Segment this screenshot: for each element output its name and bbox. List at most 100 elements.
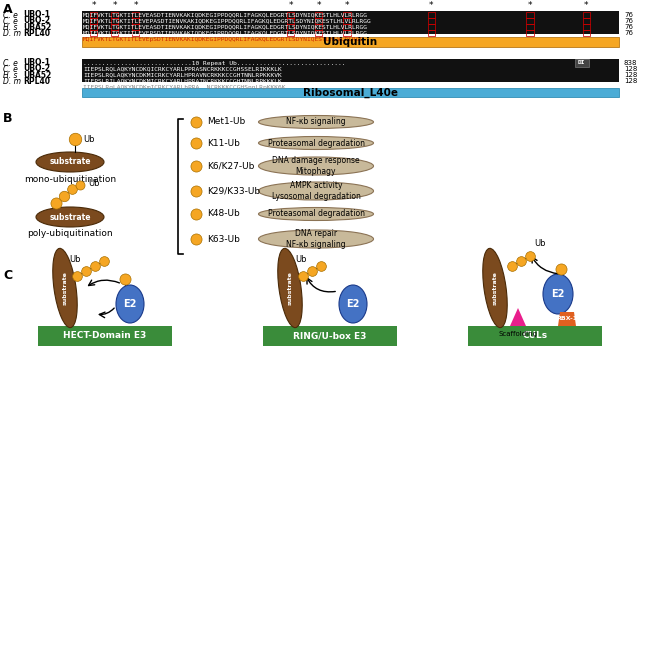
Text: Met1-Ub: Met1-Ub <box>207 118 245 126</box>
Text: 76: 76 <box>624 12 633 18</box>
Text: 128: 128 <box>624 78 638 84</box>
Text: HECT-Domain E3: HECT-Domain E3 <box>64 332 147 341</box>
Text: Ub: Ub <box>534 239 545 248</box>
Text: C. e: C. e <box>3 58 18 68</box>
Text: substrate: substrate <box>62 271 68 305</box>
Text: Ribosomal_L40e: Ribosomal_L40e <box>303 88 398 98</box>
Text: C. e: C. e <box>3 17 18 25</box>
Text: 76: 76 <box>624 24 633 30</box>
Text: 128: 128 <box>624 72 638 78</box>
Polygon shape <box>558 312 576 326</box>
Text: substrate: substrate <box>493 271 497 305</box>
Text: DI: DI <box>578 60 586 66</box>
Text: IIEPSLRQLAQKYNCDKQICRKCYARLPPRASNCRKKKCCGHSSELRIKKKLK: IIEPSLRQLAQKYNCDKQICRKCYARLPPRASNCRKKKCC… <box>83 66 281 72</box>
Text: DNA repair
NF-κb signaling: DNA repair NF-κb signaling <box>286 229 346 249</box>
Text: CULs: CULs <box>523 332 547 341</box>
Text: 838: 838 <box>624 60 638 66</box>
Text: H. s: H. s <box>3 70 18 80</box>
Text: DNA damage response
Mitophagy: DNA damage response Mitophagy <box>272 157 360 176</box>
Ellipse shape <box>339 285 367 323</box>
Text: *: * <box>112 1 117 10</box>
Text: Ub: Ub <box>83 134 94 143</box>
Text: mono-ubiquitination: mono-ubiquitination <box>24 175 116 183</box>
Text: K6/K27-Ub: K6/K27-Ub <box>207 161 254 171</box>
Text: *: * <box>429 1 434 10</box>
Text: MQIFVKTLTGKTITLEVEPSDTIENVKAKIQDKEGIPPDQQRLIFAGKQLEDGRTLSDYNIQKESTLHLVLRLRGG: MQIFVKTLTGKTITLEVEPSDTIENVKAKIQDKEGIPPDQ… <box>83 31 368 35</box>
Text: *: * <box>317 1 321 10</box>
Text: Ub: Ub <box>295 255 307 264</box>
FancyBboxPatch shape <box>82 59 619 82</box>
Ellipse shape <box>543 274 573 314</box>
Text: K63-Ub: K63-Ub <box>207 235 240 244</box>
FancyBboxPatch shape <box>468 326 602 346</box>
Text: MQIFVKTLTGKTITLEVEpSDTIENVKAKIQDKEGIPPDQQRLIFAGKQLEDGRTLSDYNIQESTLHLVLRLRGG: MQIFVKTLTGKTITLEVEpSDTIENVKAKIQDKEGIPPDQ… <box>83 37 364 41</box>
Text: Ubiquitin: Ubiquitin <box>324 37 378 47</box>
Text: Proteasomal degradation: Proteasomal degradation <box>268 138 365 147</box>
Text: NF-κb signaling: NF-κb signaling <box>286 118 346 126</box>
Text: UBA52: UBA52 <box>23 70 51 80</box>
Text: .............................10 Repeat Ub.............................: .............................10 Repeat U… <box>83 60 346 66</box>
Text: 128: 128 <box>624 66 638 72</box>
Text: IIEPSLRqLAQKYNCDKmICRKCYARLhPRA  NCRKKKCCGHSnnLRpKKK6K: IIEPSLRqLAQKYNCDKmICRKCYARLhPRA NCRKKKCC… <box>83 84 285 90</box>
Text: IIEPSLRILAQKYNCDKMICRKCYARLHPRATNCRKKKCCGHTNNLRPKKKLK: IIEPSLRILAQKYNCDKMICRKCYARLHPRATNCRKKKCC… <box>83 78 281 84</box>
FancyBboxPatch shape <box>263 326 397 346</box>
Text: UBQ-2: UBQ-2 <box>23 64 50 74</box>
Text: D. m: D. m <box>3 29 21 37</box>
Text: A: A <box>3 3 12 16</box>
Text: UBA52: UBA52 <box>23 23 51 31</box>
Text: substrate: substrate <box>49 213 91 221</box>
Ellipse shape <box>36 152 104 172</box>
FancyBboxPatch shape <box>38 326 172 346</box>
FancyBboxPatch shape <box>575 60 589 67</box>
Polygon shape <box>510 308 526 326</box>
Text: RPL40: RPL40 <box>23 76 50 86</box>
Text: Proteasomal degradation: Proteasomal degradation <box>268 209 365 219</box>
Text: RPL40: RPL40 <box>23 29 50 37</box>
Text: *: * <box>289 1 293 10</box>
Text: IIEPSLRQLAQKYNCDKMICRKCYARLHPRAVNCRKKKCCGHTNNLRPKKKVK: IIEPSLRQLAQKYNCDKMICRKCYARLHPRAVNCRKKKCC… <box>83 72 281 78</box>
Ellipse shape <box>36 207 104 227</box>
Text: E2: E2 <box>346 299 359 309</box>
Ellipse shape <box>259 157 374 175</box>
Text: D. m: D. m <box>3 76 21 86</box>
FancyBboxPatch shape <box>82 11 619 34</box>
Text: poly-ubiquitination: poly-ubiquitination <box>27 229 113 239</box>
Text: E2: E2 <box>124 299 136 309</box>
Text: K29/K33-Ub: K29/K33-Ub <box>207 187 260 195</box>
Ellipse shape <box>53 248 77 328</box>
Text: MQIFVKTLTGKTITLEVEPASDTIENVKAKIQDKEGIPPDQQRLIFAGKQLEDGRTLSDYNIQKESTLHLVLRLRGG: MQIFVKTLTGKTITLEVEPASDTIENVKAKIQDKEGIPPD… <box>83 19 372 23</box>
Ellipse shape <box>116 285 144 323</box>
Text: MQIFVKTLTGKTITLEVEASDTIENVKAKIQDKEGIPPDQQRLIFAGKQLEDGRTLSDYNIQKESTLHLVLRLRGG: MQIFVKTLTGKTITLEVEASDTIENVKAKIQDKEGIPPDQ… <box>83 13 368 17</box>
Ellipse shape <box>259 182 374 200</box>
Text: *: * <box>584 1 588 10</box>
Text: B: B <box>3 112 12 125</box>
Text: RING/U-box E3: RING/U-box E3 <box>293 332 367 341</box>
FancyBboxPatch shape <box>82 37 619 47</box>
Text: *: * <box>91 1 96 10</box>
Text: Ub: Ub <box>70 255 81 264</box>
Text: MQIFVKTLTGKTITLEVEASDTIENVKAKIQDKEGIPPDQQRLIFAGKQLEDGRTLSDYNIQKESTLHLVLRLRGG: MQIFVKTLTGKTITLEVEASDTIENVKAKIQDKEGIPPDQ… <box>83 25 368 29</box>
Text: C. e: C. e <box>3 11 18 19</box>
Ellipse shape <box>259 136 374 149</box>
Text: 76: 76 <box>624 30 633 36</box>
Text: E2: E2 <box>551 289 565 299</box>
Text: substrate: substrate <box>287 271 292 305</box>
Text: H. s: H. s <box>3 23 18 31</box>
Text: *: * <box>344 1 349 10</box>
Text: substrate: substrate <box>49 157 91 167</box>
Text: K48-Ub: K48-Ub <box>207 209 240 219</box>
Text: 76: 76 <box>624 18 633 24</box>
Text: UBQ-1: UBQ-1 <box>23 58 50 68</box>
Ellipse shape <box>278 248 302 328</box>
Text: UBQ-2: UBQ-2 <box>23 17 50 25</box>
Ellipse shape <box>259 230 374 248</box>
Text: Ub: Ub <box>88 179 99 187</box>
Ellipse shape <box>483 248 507 328</box>
Text: C: C <box>3 269 12 282</box>
Text: Scaffolding: Scaffolding <box>499 331 538 337</box>
Text: AMPK activity
Lysosomal degradation: AMPK activity Lysosomal degradation <box>272 181 361 201</box>
Text: *: * <box>133 1 138 10</box>
Ellipse shape <box>259 207 374 221</box>
Text: C. e: C. e <box>3 64 18 74</box>
Ellipse shape <box>259 116 374 128</box>
